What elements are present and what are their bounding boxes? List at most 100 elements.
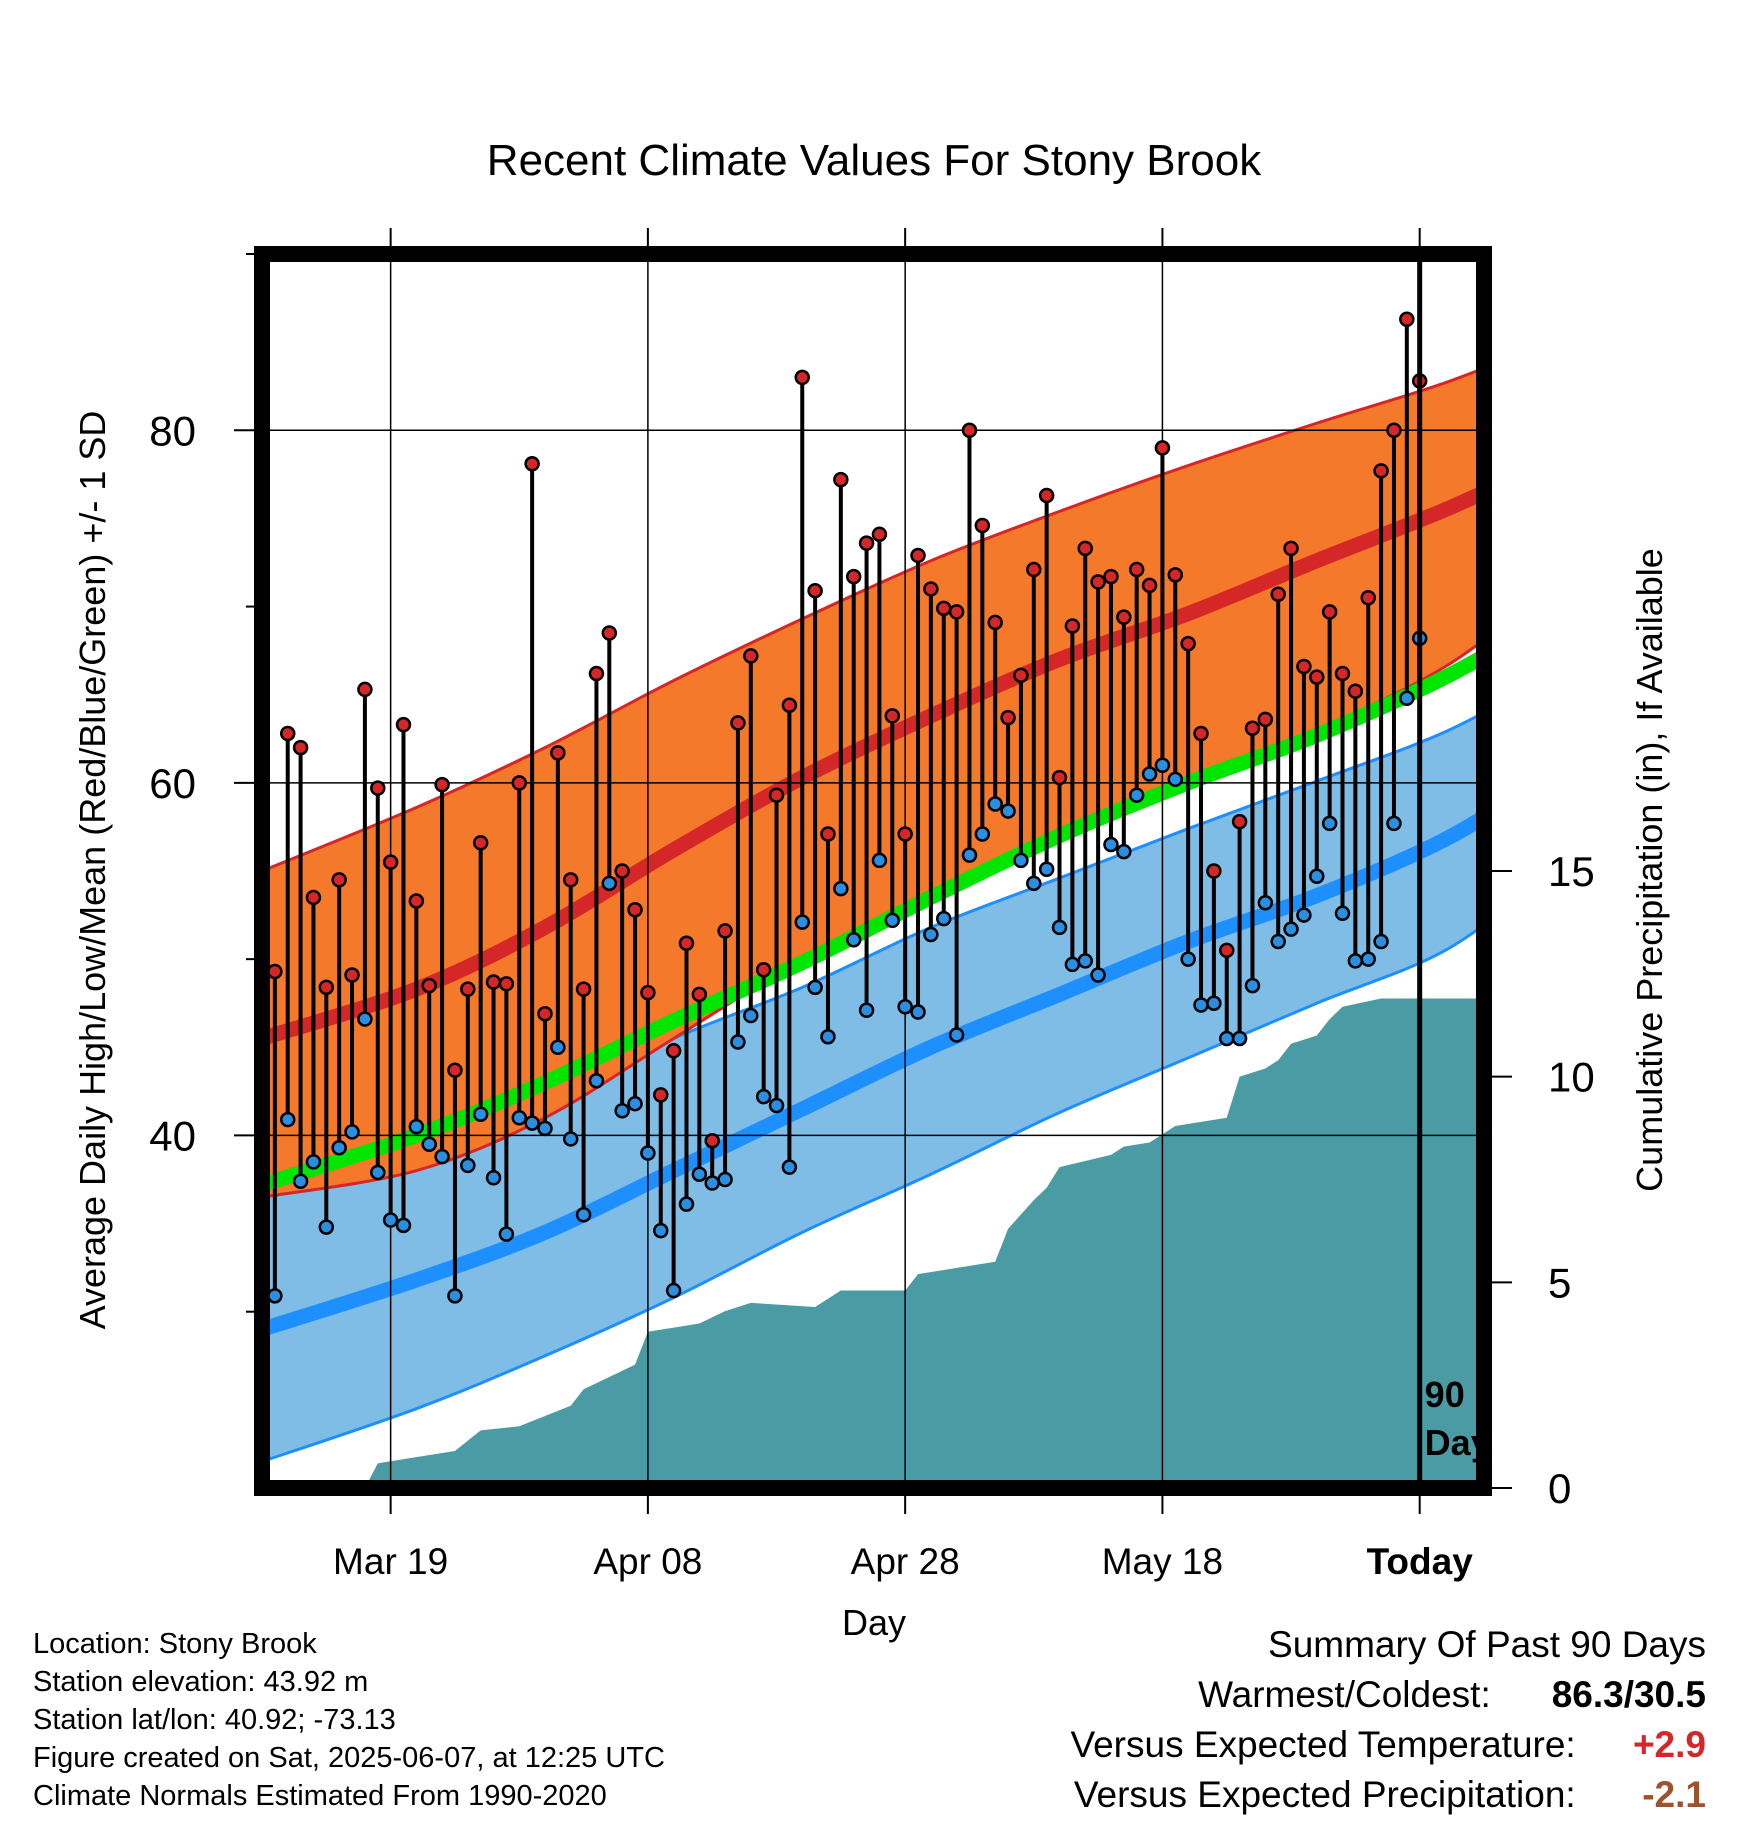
daily-low-point	[884, 912, 901, 929]
x-axis-label: Day	[842, 1602, 906, 1643]
daily-low-point	[292, 1173, 309, 1190]
daily-high-point	[1244, 720, 1261, 736]
daily-high-point	[678, 935, 695, 952]
y-tick-label: 60	[149, 760, 196, 807]
daily-high-point	[408, 893, 425, 909]
daily-low-point	[1373, 933, 1389, 950]
daily-low-point	[1064, 956, 1081, 973]
daily-high-point	[575, 981, 592, 997]
summary-precip-label: Versus Expected Precipitation:	[1073, 1774, 1576, 1815]
daily-high-point	[562, 872, 579, 888]
daily-high-point	[923, 581, 939, 597]
summary-temp-value: +2.9	[1632, 1724, 1706, 1765]
daily-low-point	[755, 1088, 772, 1105]
daily-high-point	[382, 854, 399, 870]
daily-low-point	[691, 1166, 708, 1182]
daily-low-point	[1386, 815, 1402, 832]
summary-temp-row: Versus Expected Temperature: +2.9	[1070, 1720, 1706, 1770]
summary-warmest-row: Warmest/Coldest: 86.3/30.5	[1070, 1670, 1706, 1720]
daily-low-point	[588, 1073, 605, 1089]
daily-low-point	[640, 1145, 656, 1161]
daily-high-point	[331, 872, 347, 888]
daily-low-point	[421, 1136, 437, 1152]
y-tick-label: 40	[149, 1112, 196, 1159]
daily-high-point	[305, 889, 322, 906]
daily-high-point	[550, 745, 566, 761]
daily-high-point	[1116, 609, 1132, 625]
info-latlon: Station lat/lon: 40.92; -73.13	[33, 1704, 396, 1736]
daily-high-point	[871, 526, 888, 543]
y-axis-label: Average Daily High/Low/Mean (Red/Blue/Gr…	[72, 411, 113, 1330]
info-created: Figure created on Sat, 2025-06-07, at 12…	[33, 1742, 665, 1774]
daily-low-point	[498, 1226, 515, 1242]
daily-low-point	[665, 1282, 682, 1299]
daily-low-point	[935, 910, 952, 927]
daily-low-point	[447, 1288, 463, 1304]
daily-high-point	[1373, 463, 1389, 479]
info-elevation: Station elevation: 43.92 m	[33, 1666, 369, 1698]
daily-low-point	[1103, 836, 1119, 853]
daily-low-point	[1399, 690, 1415, 706]
daily-low-point	[717, 1171, 733, 1188]
daily-high-point	[897, 826, 913, 842]
daily-high-point	[1051, 769, 1068, 786]
daily-low-point	[1270, 933, 1286, 950]
plot-frame	[254, 246, 1492, 1496]
daily-high-point	[1180, 635, 1196, 652]
x-tick-label: Today	[1367, 1541, 1474, 1582]
daily-high-point	[987, 614, 1003, 631]
daily-high-point	[1103, 568, 1119, 585]
daily-high-point	[1257, 711, 1274, 728]
daily-high-point	[768, 787, 785, 803]
daily-high-point	[743, 648, 759, 664]
daily-high-point	[267, 963, 283, 980]
daily-low-point	[974, 826, 991, 842]
daily-low-point	[318, 1219, 335, 1235]
daily-high-point	[344, 967, 360, 983]
daily-low-point	[511, 1110, 528, 1126]
info-location: Location: Stony Brook	[33, 1628, 317, 1660]
y2-tick-label: 0	[1548, 1465, 1571, 1512]
daily-low-point	[382, 1212, 399, 1228]
daily-low-point	[1193, 997, 1209, 1013]
daily-low-point	[871, 852, 888, 869]
daily-high-point	[910, 547, 926, 564]
daily-high-point	[833, 471, 849, 488]
daily-high-point	[1360, 590, 1376, 606]
daily-low-point	[1206, 995, 1222, 1011]
daily-low-point	[1116, 843, 1132, 860]
daily-high-point	[845, 568, 862, 585]
daily-high-point	[948, 604, 965, 620]
daily-low-point	[1077, 953, 1093, 969]
daily-high-point	[1206, 863, 1222, 879]
daily-high-point	[717, 923, 733, 939]
daily-low-point	[279, 1111, 296, 1128]
daily-low-point	[1231, 1030, 1248, 1047]
daily-high-point	[1038, 487, 1055, 504]
chart-title: Recent Climate Values For Stony Brook	[487, 136, 1262, 185]
daily-low-point	[1141, 766, 1158, 782]
daily-low-point	[768, 1097, 785, 1114]
daily-low-point	[1038, 861, 1055, 877]
daily-high-point	[395, 716, 412, 733]
high-normal-line	[267, 486, 1478, 1045]
daily-low-point	[807, 979, 823, 996]
daily-high-point	[974, 517, 991, 534]
daily-low-point	[357, 1011, 373, 1027]
daily-low-point	[1283, 921, 1299, 937]
daily-low-point	[344, 1124, 360, 1140]
daily-high-point	[884, 708, 901, 724]
summary-temp-label: Versus Expected Temperature:	[1070, 1724, 1576, 1765]
daily-low-point	[267, 1288, 283, 1304]
daily-high-point	[755, 961, 772, 978]
daily-high-point	[1141, 577, 1158, 594]
daily-low-point	[730, 1034, 746, 1050]
y2-tick-label: 10	[1548, 1054, 1595, 1101]
daily-high-point	[292, 739, 309, 756]
daily-low-point	[781, 1159, 798, 1175]
daily-high-point	[472, 835, 489, 851]
daily-low-point	[524, 1115, 540, 1131]
y2-axis-label: Cumulative Precipitation (in), If Availa…	[1629, 548, 1670, 1192]
daily-high-point	[485, 974, 502, 990]
daily-high-point	[1231, 813, 1248, 830]
